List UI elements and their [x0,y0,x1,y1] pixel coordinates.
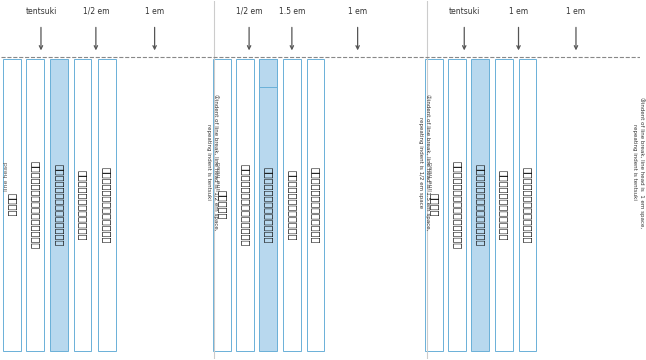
Bar [74,59,91,351]
Text: 1 em: 1 em [567,7,585,16]
Text: 『現代仮名遣い』では、助詞の: 『現代仮名遣い』では、助詞の [475,164,485,246]
Text: である。: である。 [429,193,439,217]
Bar [495,59,513,351]
Text: 「へ」は「へ」と書くのがルー: 「へ」は「へ」と書くのがルー [240,164,250,246]
Text: 1 em: 1 em [509,7,528,16]
Bar [26,59,44,351]
Text: 次のように発音どおりとなら: 次のように発音どおりとなら [101,167,112,243]
Bar [3,59,21,351]
Text: ない事項もあり注意する。: ない事項もあり注意する。 [287,170,297,240]
Text: である。: である。 [7,193,17,217]
Bar [519,59,536,351]
Text: ルである。: ルである。 [217,190,227,220]
Bar [236,59,255,351]
Text: 「へ」は「へ」と書くのがルール: 「へ」は「へ」と書くのがルール [452,161,463,249]
Bar [448,59,466,351]
Bar [259,59,277,351]
Text: 1 em: 1 em [348,7,367,16]
Text: 1 em: 1 em [145,7,164,16]
Bar [98,59,116,351]
Text: 次のように発音どおりとなら: 次のように発音どおりとなら [311,167,320,243]
Text: line head: line head [216,162,222,191]
Text: 『現代仮名遣い』では、助詞の: 『現代仮名遣い』では、助詞の [54,164,64,246]
Bar [425,59,443,351]
Text: ①indent of line break, line head is  1/2 em space,
repeating indent is tentsuki: ①indent of line break, line head is 1/2 … [206,94,218,230]
Text: 1/2 em: 1/2 em [236,7,262,16]
Text: 1/2 em: 1/2 em [83,7,109,16]
Text: 次のように発音どおりとなら: 次のように発音どおりとなら [523,167,532,243]
Text: ②indent of line break, line head is  1.5 em space,
repeating indent is 1/2 em sp: ②indent of line break, line head is 1.5 … [419,94,431,230]
Bar [259,59,277,87]
Bar [307,59,324,351]
Text: tentsuki: tentsuki [25,7,57,16]
Text: ない事項もあり注意する。: ない事項もあり注意する。 [499,170,509,240]
Text: line head: line head [4,162,9,191]
Text: ない事項もあり注意する。: ない事項もあり注意する。 [78,170,87,240]
Text: 「へ」は「へ」と書くのがルール: 「へ」は「へ」と書くのがルール [30,161,40,249]
Bar [50,59,68,351]
Bar [283,59,301,351]
Text: 『現代仮名遣い』では助詞の: 『現代仮名遣い』では助詞の [264,167,273,243]
Text: 1.5 em: 1.5 em [278,7,305,16]
Bar [213,59,231,351]
Text: ③indent of line break, line head is  1 em space,
repeating indent is tentsuki: ③indent of line break, line head is 1 em… [632,96,644,228]
Bar [472,59,489,351]
Text: line head: line head [429,162,434,191]
Text: tentsuki: tentsuki [448,7,480,16]
